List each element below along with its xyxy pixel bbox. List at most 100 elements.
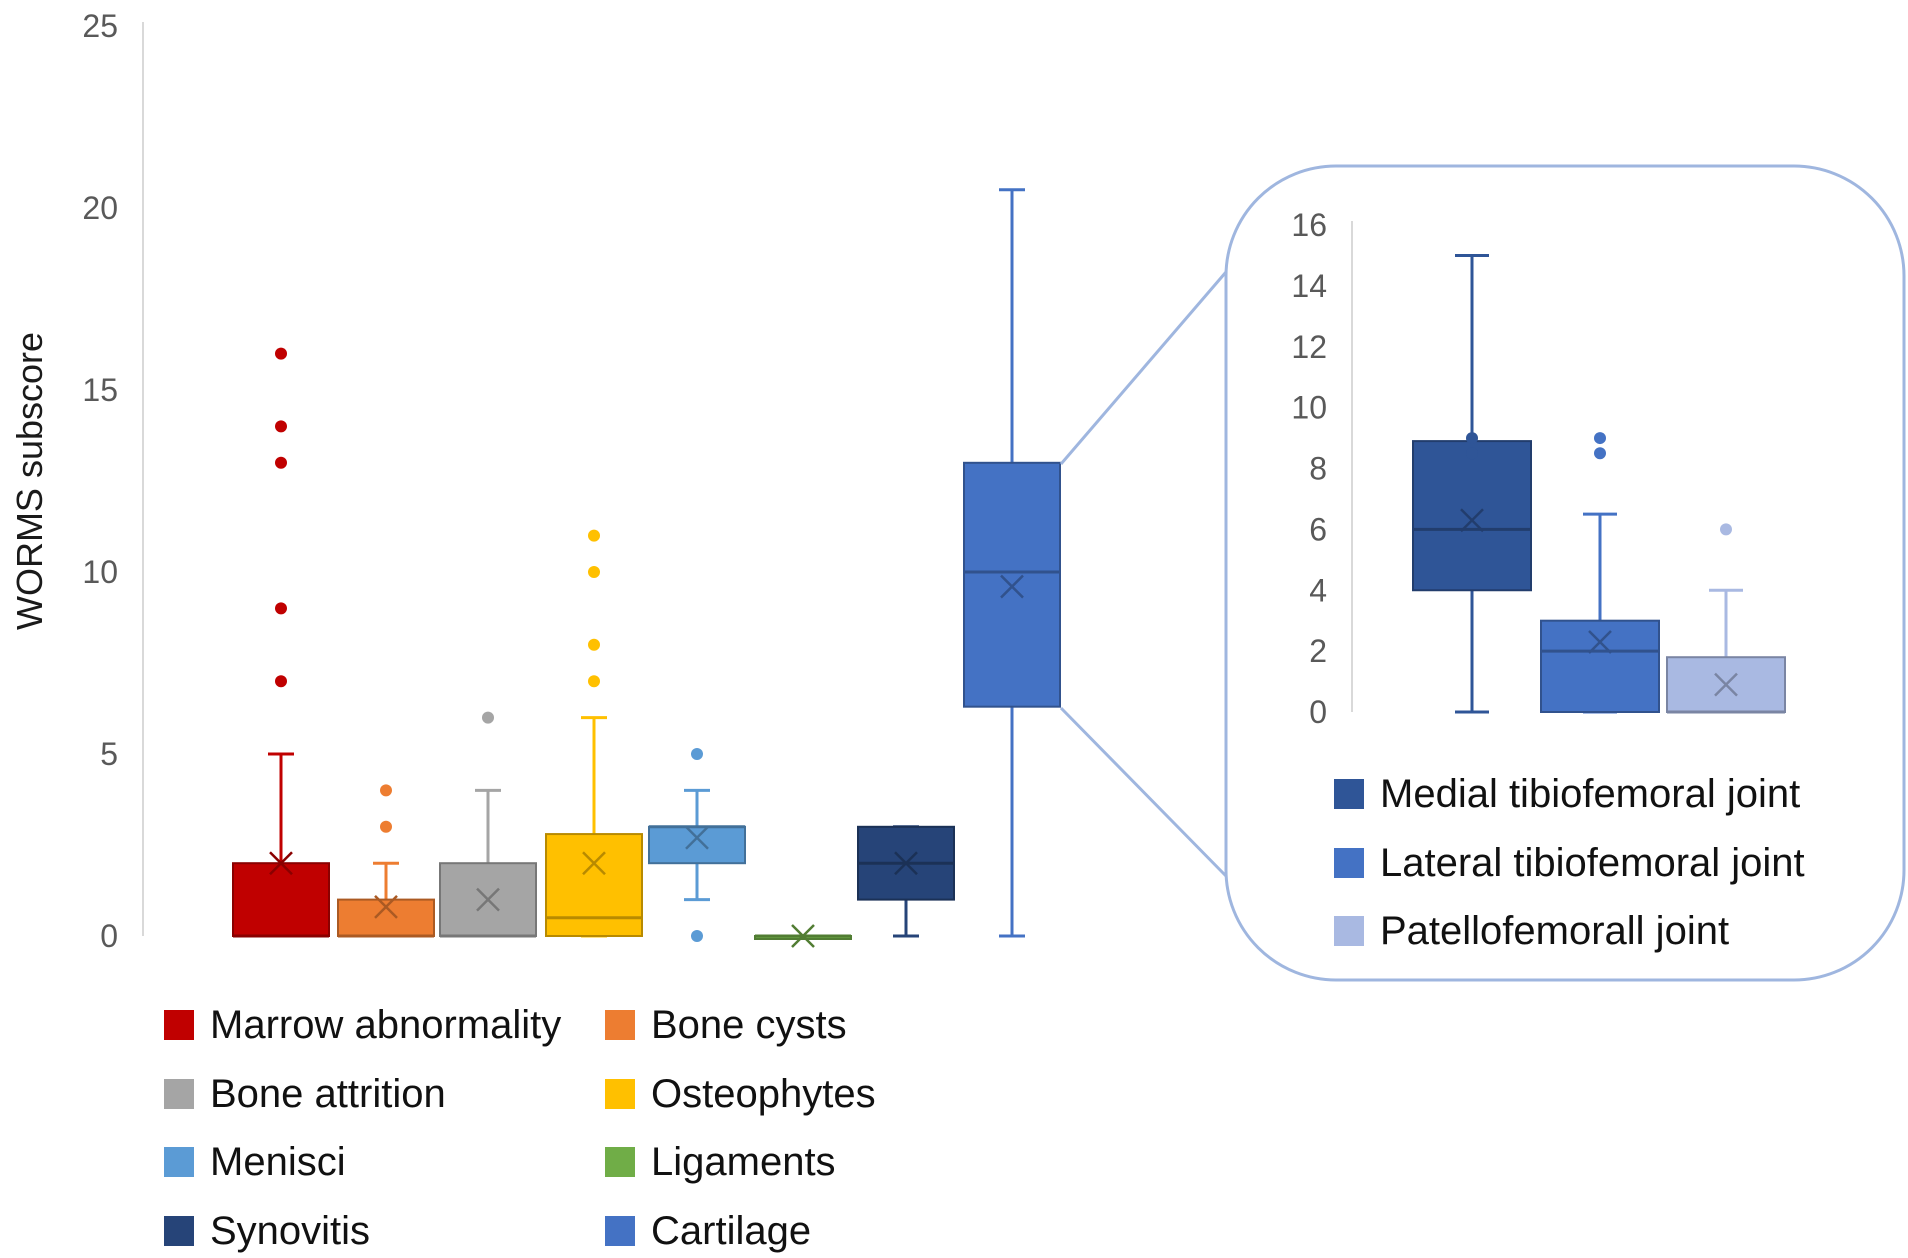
outlier-point (275, 675, 287, 688)
legend-swatch (1334, 848, 1364, 878)
main-y-tick-label: 10 (82, 554, 118, 590)
legend-label: Bone attrition (210, 1072, 446, 1116)
main-legend: Marrow abnormality Bone cysts Bone attriti… (164, 1003, 876, 1253)
legend-swatch (164, 1010, 194, 1040)
main-legend-item: Marrow abnormality (164, 1003, 561, 1047)
inset-box-1 (1540, 432, 1660, 714)
inset-box-0 (1412, 253, 1532, 714)
mean-marker (582, 851, 606, 876)
outlier-point (380, 784, 392, 797)
inset-legend-item: Lateral tibiofemoral joint (1334, 841, 1805, 885)
legend-swatch (164, 1147, 194, 1177)
mean-marker (1588, 630, 1612, 654)
outlier-point (1720, 523, 1732, 536)
main-legend-item: Menisci (164, 1140, 346, 1184)
outlier-point (588, 638, 600, 651)
main-box-5 (754, 924, 852, 948)
main-y-tick-label: 25 (82, 8, 118, 44)
mean-marker (1460, 508, 1484, 533)
legend-swatch (164, 1079, 194, 1109)
outlier-point (275, 456, 287, 469)
legend-label: Lateral tibiofemoral joint (1380, 841, 1805, 885)
legend-label: Menisci (210, 1140, 346, 1184)
inset-box-2 (1666, 523, 1786, 714)
legend-swatch (605, 1216, 635, 1246)
box-body (1540, 619, 1660, 713)
outlier-point (275, 420, 287, 433)
mean-marker (1714, 672, 1738, 697)
main-box-4 (648, 748, 746, 942)
legend-label: Synovitis (210, 1209, 370, 1253)
inset-y-tick-label: 0 (1309, 694, 1327, 730)
outlier-point (588, 529, 600, 542)
main-legend-item: Cartilage (605, 1209, 811, 1253)
main-y-tick-label: 20 (82, 190, 118, 226)
legend-swatch (605, 1010, 635, 1040)
inset-y-tick-label: 2 (1309, 633, 1327, 669)
mean-marker (1000, 574, 1024, 599)
main-legend-item: Osteophytes (605, 1072, 876, 1116)
main-legend-item: Bone attrition (164, 1072, 446, 1116)
legend-label: Bone cysts (651, 1003, 847, 1047)
mean-marker (374, 894, 398, 919)
main-box-7 (963, 188, 1061, 938)
legend-swatch (605, 1079, 635, 1109)
box-body (963, 461, 1061, 708)
outlier-point (482, 711, 494, 724)
main-y-tick-label: 5 (100, 736, 118, 772)
box-body (1412, 440, 1532, 592)
main-legend-item: Bone cysts (605, 1003, 847, 1047)
outlier-point (1594, 447, 1606, 460)
outlier-point (588, 566, 600, 578)
legend-label: Marrow abnormality (210, 1003, 561, 1047)
zoom-connector (1059, 271, 1228, 878)
outlier-point (1466, 432, 1478, 445)
main-y-axis-label: WORMS subscore (9, 332, 50, 630)
main-box-2 (439, 711, 537, 938)
mean-marker (476, 887, 500, 912)
zoom-line-bottom (1059, 706, 1228, 878)
main-legend-item: Ligaments (605, 1140, 836, 1184)
legend-swatch (1334, 779, 1364, 809)
inset-legend: Medial tibiofemoral joint Lateral tibiofe… (1334, 772, 1805, 953)
inset-y-tick-label: 12 (1291, 329, 1327, 365)
outlier-point (275, 347, 287, 360)
legend-swatch (164, 1216, 194, 1246)
zoom-line-top (1059, 271, 1228, 465)
inset-y-tick-label: 4 (1309, 572, 1327, 608)
outlier-point (380, 820, 392, 833)
box-body (232, 862, 330, 938)
main-box-1 (337, 784, 435, 938)
outlier-point (275, 602, 287, 615)
main-box-6 (857, 825, 955, 938)
outlier-point (1466, 447, 1478, 460)
mean-marker (894, 851, 918, 876)
main-y-tick-label: 0 (100, 918, 118, 954)
main-plot: 0 5 10 15 20 25 WORMS subscore (9, 8, 1061, 954)
inset-legend-item: Patellofemorall joint (1334, 909, 1729, 953)
outlier-point (588, 675, 600, 688)
inset-y-tick-label: 16 (1291, 207, 1327, 243)
inset-plot: 0 2 4 6 8 10 12 14 16 (1291, 207, 1786, 730)
outlier-point (691, 930, 703, 942)
inset-y-tick-label: 14 (1291, 268, 1327, 304)
main-box-3 (545, 529, 643, 938)
inset-y-tick-label: 6 (1309, 511, 1327, 547)
main-box-0 (232, 347, 330, 938)
legend-label: Patellofemorall joint (1380, 909, 1729, 953)
legend-label: Osteophytes (651, 1072, 876, 1116)
mean-marker (269, 851, 293, 876)
inset-y-tick-label: 8 (1309, 451, 1327, 487)
inset-panel (1224, 164, 1906, 982)
inset-legend-item: Medial tibiofemoral joint (1334, 772, 1800, 816)
box-body (337, 898, 435, 937)
box-body (545, 833, 643, 938)
mean-marker (685, 825, 709, 850)
outlier-point (691, 748, 703, 760)
mean-marker (791, 924, 815, 948)
box-body (648, 825, 746, 865)
legend-swatch (1334, 916, 1364, 946)
main-y-tick-label: 15 (82, 372, 118, 408)
legend-label: Cartilage (651, 1209, 811, 1253)
